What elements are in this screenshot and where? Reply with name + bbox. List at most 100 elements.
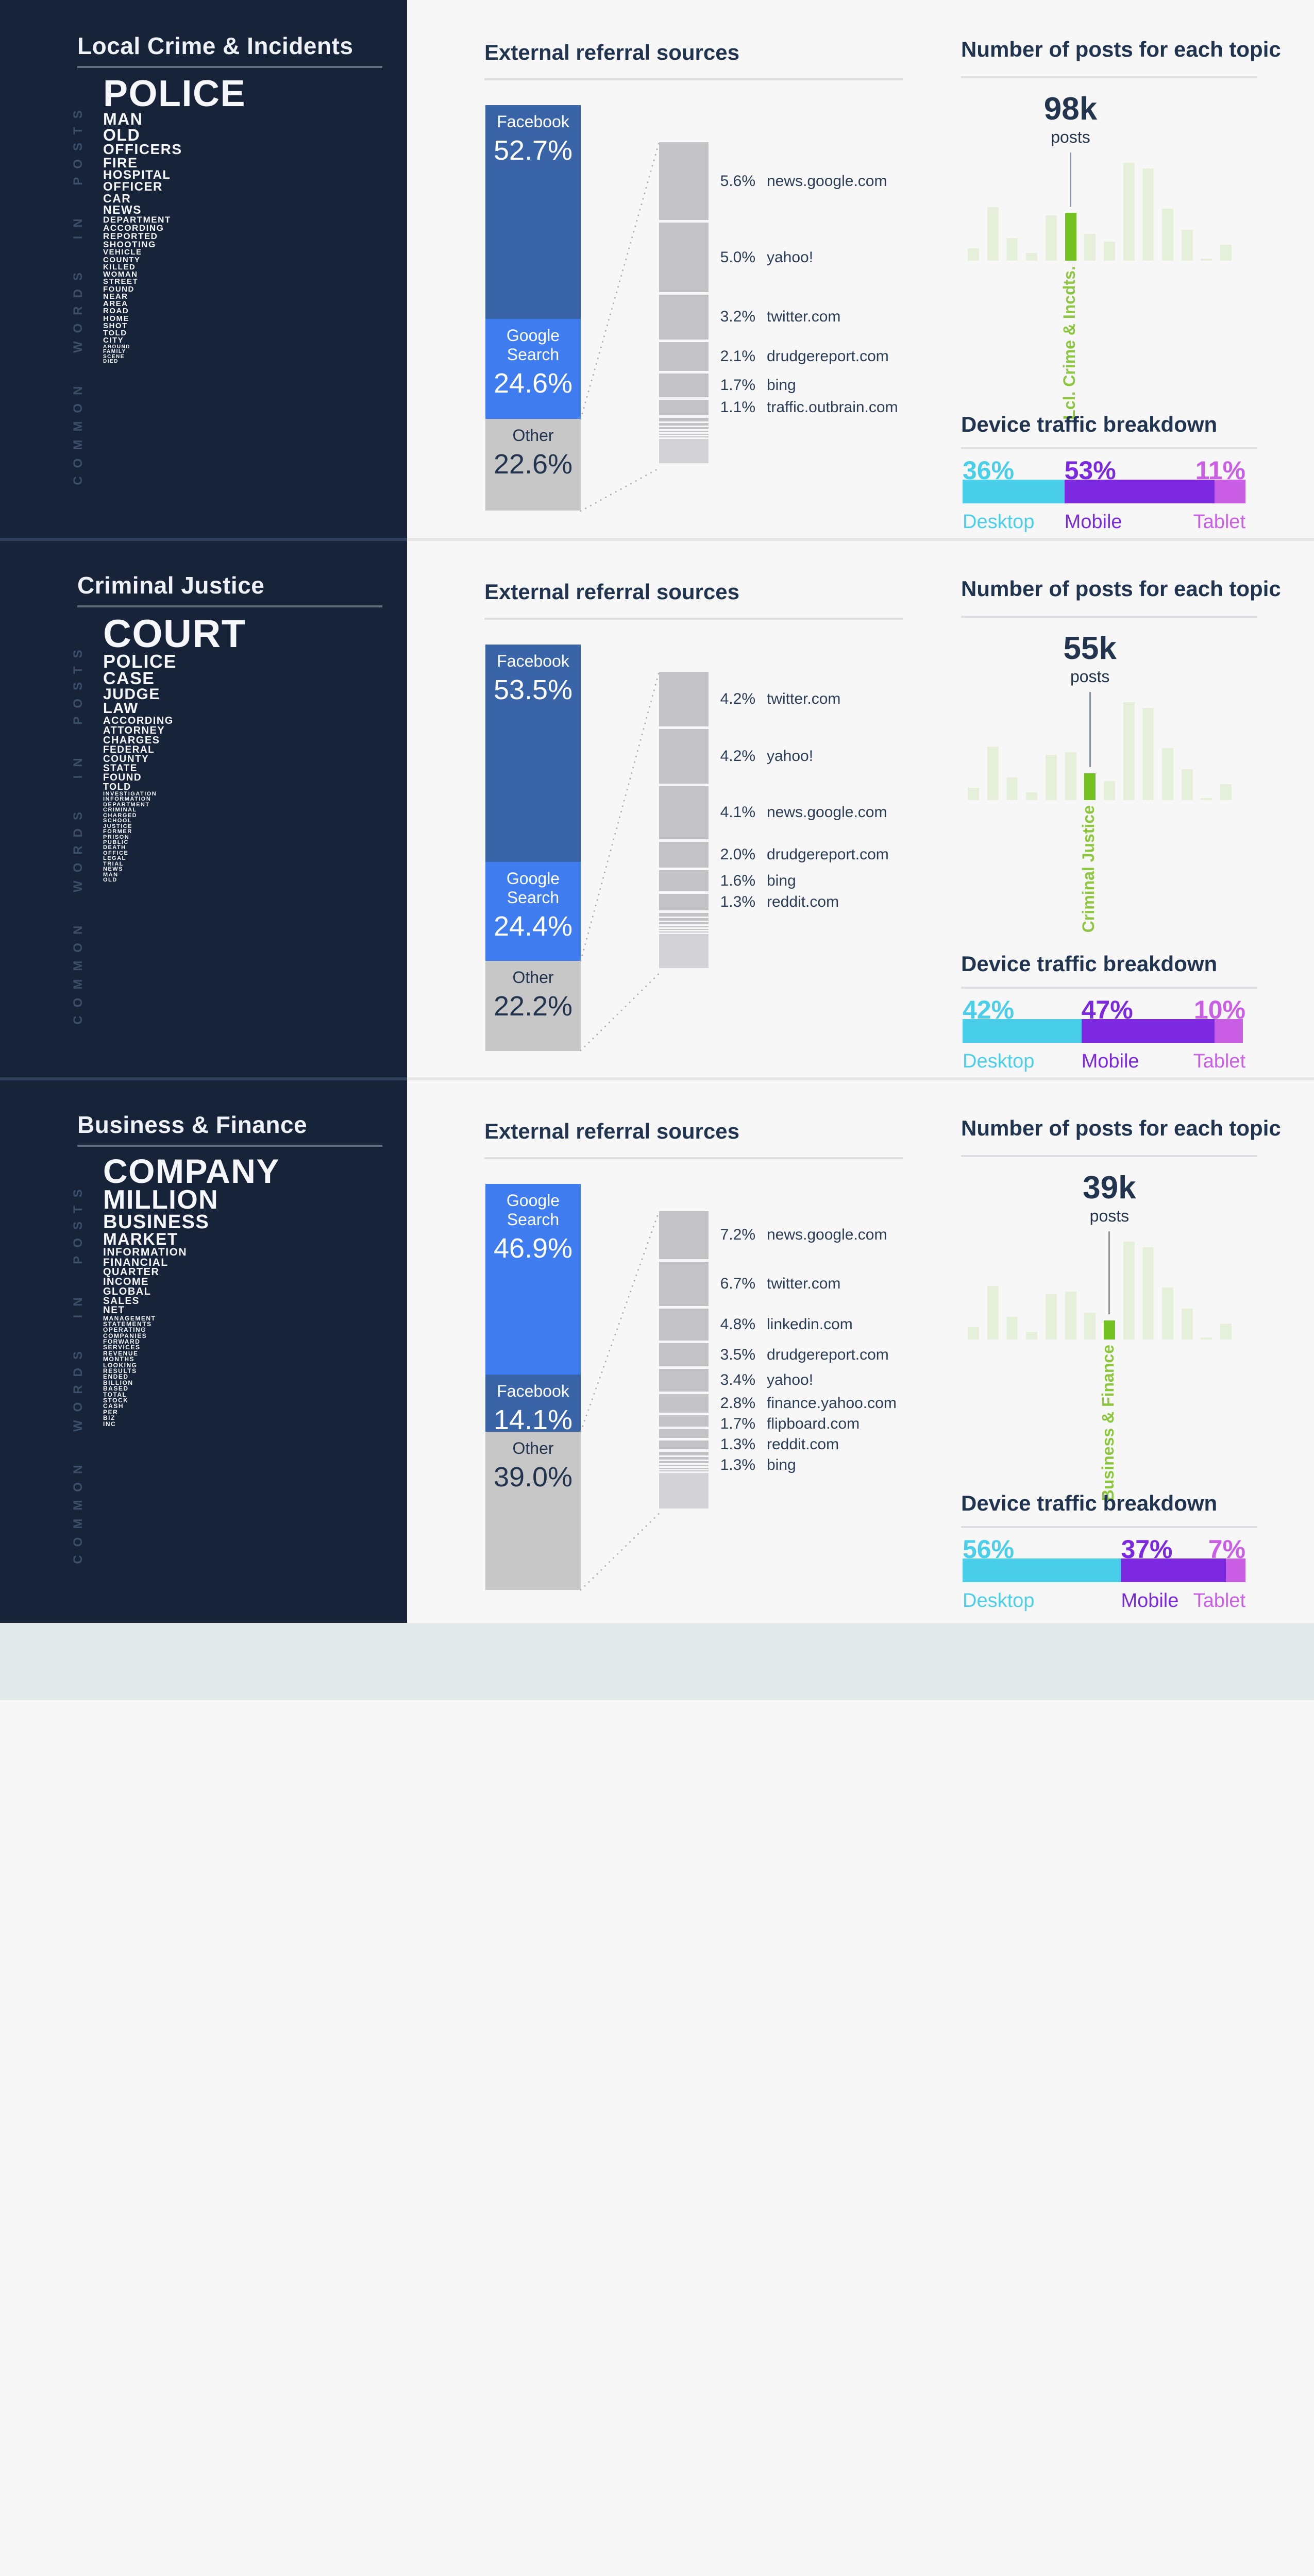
- breakdown-sliver: [659, 918, 709, 921]
- posts-highlight-label: Criminal Justice: [1079, 805, 1098, 933]
- breakdown-label-source: traffic.outbrain.com: [767, 399, 898, 416]
- device-bar-mobile: [1064, 480, 1215, 503]
- word-cloud-item: STOCK: [103, 1397, 129, 1404]
- breakdown-segment: [659, 672, 709, 726]
- breakdown-remainder: [659, 934, 709, 969]
- posts-bar: [1026, 1331, 1038, 1340]
- breakdown-segment: [659, 842, 709, 868]
- breakdown-label-pct: 7.2%: [720, 1226, 755, 1244]
- referral-stack-segment-facebook: Facebook 14.1%: [485, 1374, 581, 1435]
- posts-bar: [1220, 784, 1232, 800]
- breakdown-label: 7.2% news.google.com: [717, 1226, 887, 1244]
- word-cloud-item: FOUND: [103, 284, 134, 294]
- breakdown-label: 1.3% reddit.com: [717, 893, 839, 911]
- breakdown-sliver: [659, 1461, 709, 1463]
- device-pct-mobile: 47%: [1081, 995, 1133, 1024]
- posts-bar: [1006, 238, 1018, 261]
- topic-panel-criminal-justice: [0, 539, 407, 1079]
- posts-highlight-label-wrap: Business & Finance: [1099, 1345, 1121, 1561]
- stack-segment-value: 39.0%: [493, 1461, 573, 1493]
- device-name-tablet: Tablet: [1193, 1590, 1245, 1612]
- word-cloud-item: VEHICLE: [103, 248, 142, 257]
- breakdown-sliver: [659, 417, 709, 421]
- stack-segment-label: Google Search: [506, 326, 560, 364]
- posts-callout-line: [1089, 692, 1091, 767]
- word-cloud-item: REPORTED: [103, 231, 158, 241]
- breakdown-sliver: [659, 931, 709, 933]
- breakdown-sliver: [659, 433, 709, 435]
- topic-panel-business-finance: [0, 1079, 407, 1623]
- referral-stack-segment-google-search: Google Search 46.9%: [485, 1184, 581, 1375]
- word-cloud-item: PER: [103, 1408, 119, 1416]
- breakdown-segment: [659, 342, 709, 371]
- breakdown-label-source: drudgereport.com: [767, 1346, 889, 1363]
- word-cloud-item: WOMAN: [103, 270, 138, 279]
- breakdown-label-pct: 4.8%: [720, 1316, 755, 1333]
- breakdown-label: 1.3% reddit.com: [717, 1436, 839, 1453]
- word-cloud-item: NEWS: [103, 202, 142, 216]
- topic-title: Business & Finance: [77, 1111, 308, 1138]
- section-divider: [0, 1077, 407, 1080]
- breakdown-label: 2.8% finance.yahoo.com: [717, 1395, 897, 1412]
- word-cloud-item: FINANCIAL: [103, 1256, 169, 1268]
- word-cloud-item: POLICE: [103, 73, 246, 114]
- breakdown-label-pct: 1.3%: [720, 1456, 755, 1474]
- posts-highlight-label-wrap: Criminal Justice: [1079, 805, 1102, 1022]
- posts-bar: [1103, 241, 1115, 261]
- word-cloud-item: FAMILY: [103, 349, 126, 354]
- breakdown-label-source: flipboard.com: [767, 1415, 860, 1433]
- breakdown-label-pct: 4.2%: [720, 690, 755, 707]
- posts-callout-value: 55k: [1063, 631, 1117, 666]
- breakdown-label-source: drudgereport.com: [767, 846, 889, 863]
- breakdown-label-source: news.google.com: [767, 804, 887, 821]
- word-cloud-item: SCENE: [103, 353, 125, 360]
- word-cloud-item: STREET: [103, 277, 139, 286]
- breakdown-label-pct: 2.0%: [720, 846, 755, 863]
- posts-title: Number of posts for each topic: [961, 577, 1281, 601]
- device-pct-desktop: 56%: [963, 1535, 1015, 1564]
- devices-title: Device traffic breakdown: [961, 412, 1218, 436]
- posts-bar: [968, 788, 979, 800]
- word-cloud-item: PRISON: [103, 834, 130, 840]
- stack-segment-label: Facebook: [497, 112, 569, 131]
- breakdown-segment: [659, 1394, 709, 1413]
- word-cloud-item: GLOBAL: [103, 1286, 151, 1298]
- breakdown-segment: [659, 1440, 709, 1449]
- posts-bar: [1201, 798, 1212, 800]
- breakdown-sliver: [659, 929, 709, 930]
- word-cloud-item: BIZ: [103, 1414, 115, 1422]
- posts-bar: [1162, 1287, 1173, 1340]
- device-name-tablet: Tablet: [1193, 511, 1245, 533]
- section-divider: [407, 1077, 1314, 1080]
- posts-bar: [1123, 163, 1135, 261]
- word-cloud-item: INFORMATION: [103, 796, 151, 803]
- breakdown-label: 2.1% drudgereport.com: [717, 348, 889, 365]
- breakdown-label-source: bing: [767, 872, 796, 889]
- word-cloud-item: MARKET: [103, 1230, 178, 1249]
- word-cloud-item: SHOOTING: [103, 240, 156, 250]
- breakdown-label: 5.6% news.google.com: [717, 173, 887, 190]
- word-cloud: COURT POLICE CASE JUDGE LAW ACCORDING ATTORNEY…: [103, 614, 392, 883]
- device-bar-mobile: [1081, 1019, 1215, 1043]
- device-name-desktop: Desktop: [963, 1050, 1035, 1072]
- stack-segment-label: Google Search: [506, 1191, 560, 1229]
- posts-bar: [1065, 1291, 1076, 1340]
- breakdown-label-pct: 4.1%: [720, 804, 755, 821]
- devices-title: Device traffic breakdown: [961, 952, 1218, 976]
- device-bar-desktop: [963, 1558, 1121, 1582]
- referral-stack-segment-facebook: Facebook 53.5%: [485, 645, 581, 862]
- posts-bar: [1201, 259, 1212, 261]
- breakdown-label: 4.8% linkedin.com: [717, 1316, 853, 1333]
- device-pct-tablet: 10%: [1193, 995, 1245, 1024]
- section-local-crime: Local Crime & Incidents COMMON WORDS IN P…: [0, 0, 1314, 539]
- posts-callout-value: 39k: [1083, 1170, 1136, 1206]
- word-cloud-item: NEWS: [103, 866, 123, 873]
- stack-segment-label: Other: [512, 426, 554, 445]
- breakdown-remainder: [659, 438, 709, 463]
- posts-bar: [1181, 769, 1193, 800]
- breakdown-label: 3.4% yahoo!: [717, 1371, 813, 1389]
- breakdown-segment: [659, 1261, 709, 1307]
- device-bar-desktop: [963, 1019, 1082, 1043]
- device-bar-mobile: [1121, 1558, 1226, 1582]
- word-cloud-item: QUARTER: [103, 1266, 160, 1278]
